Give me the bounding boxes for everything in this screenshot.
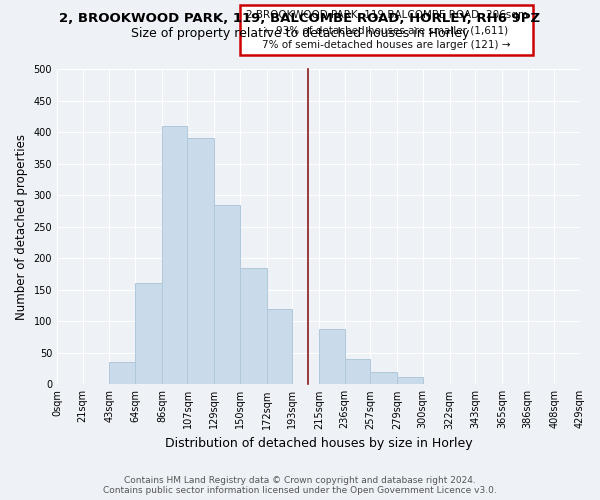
Text: Size of property relative to detached houses in Horley: Size of property relative to detached ho… [131,28,469,40]
Bar [397,378,423,384]
Bar [319,330,345,384]
Y-axis label: Number of detached properties: Number of detached properties [15,134,28,320]
Bar [267,308,292,384]
Bar [187,138,214,384]
X-axis label: Distribution of detached houses by size in Horley: Distribution of detached houses by size … [165,437,472,450]
Bar [240,268,267,384]
Text: Contains HM Land Registry data © Crown copyright and database right 2024.
Contai: Contains HM Land Registry data © Crown c… [103,476,497,495]
Bar [162,126,187,384]
Text: 2, BROOKWOOD PARK, 119, BALCOMBE ROAD, HORLEY, RH6 9PZ: 2, BROOKWOOD PARK, 119, BALCOMBE ROAD, H… [59,12,541,26]
Bar [370,372,397,384]
Bar [214,204,240,384]
Bar [109,362,135,384]
Bar [135,284,162,384]
Text: 2 BROOKWOOD PARK, 119 BALCOMBE ROAD: 206sqm
← 93% of detached houses are smaller: 2 BROOKWOOD PARK, 119 BALCOMBE ROAD: 206… [245,10,527,50]
Bar [345,359,370,384]
